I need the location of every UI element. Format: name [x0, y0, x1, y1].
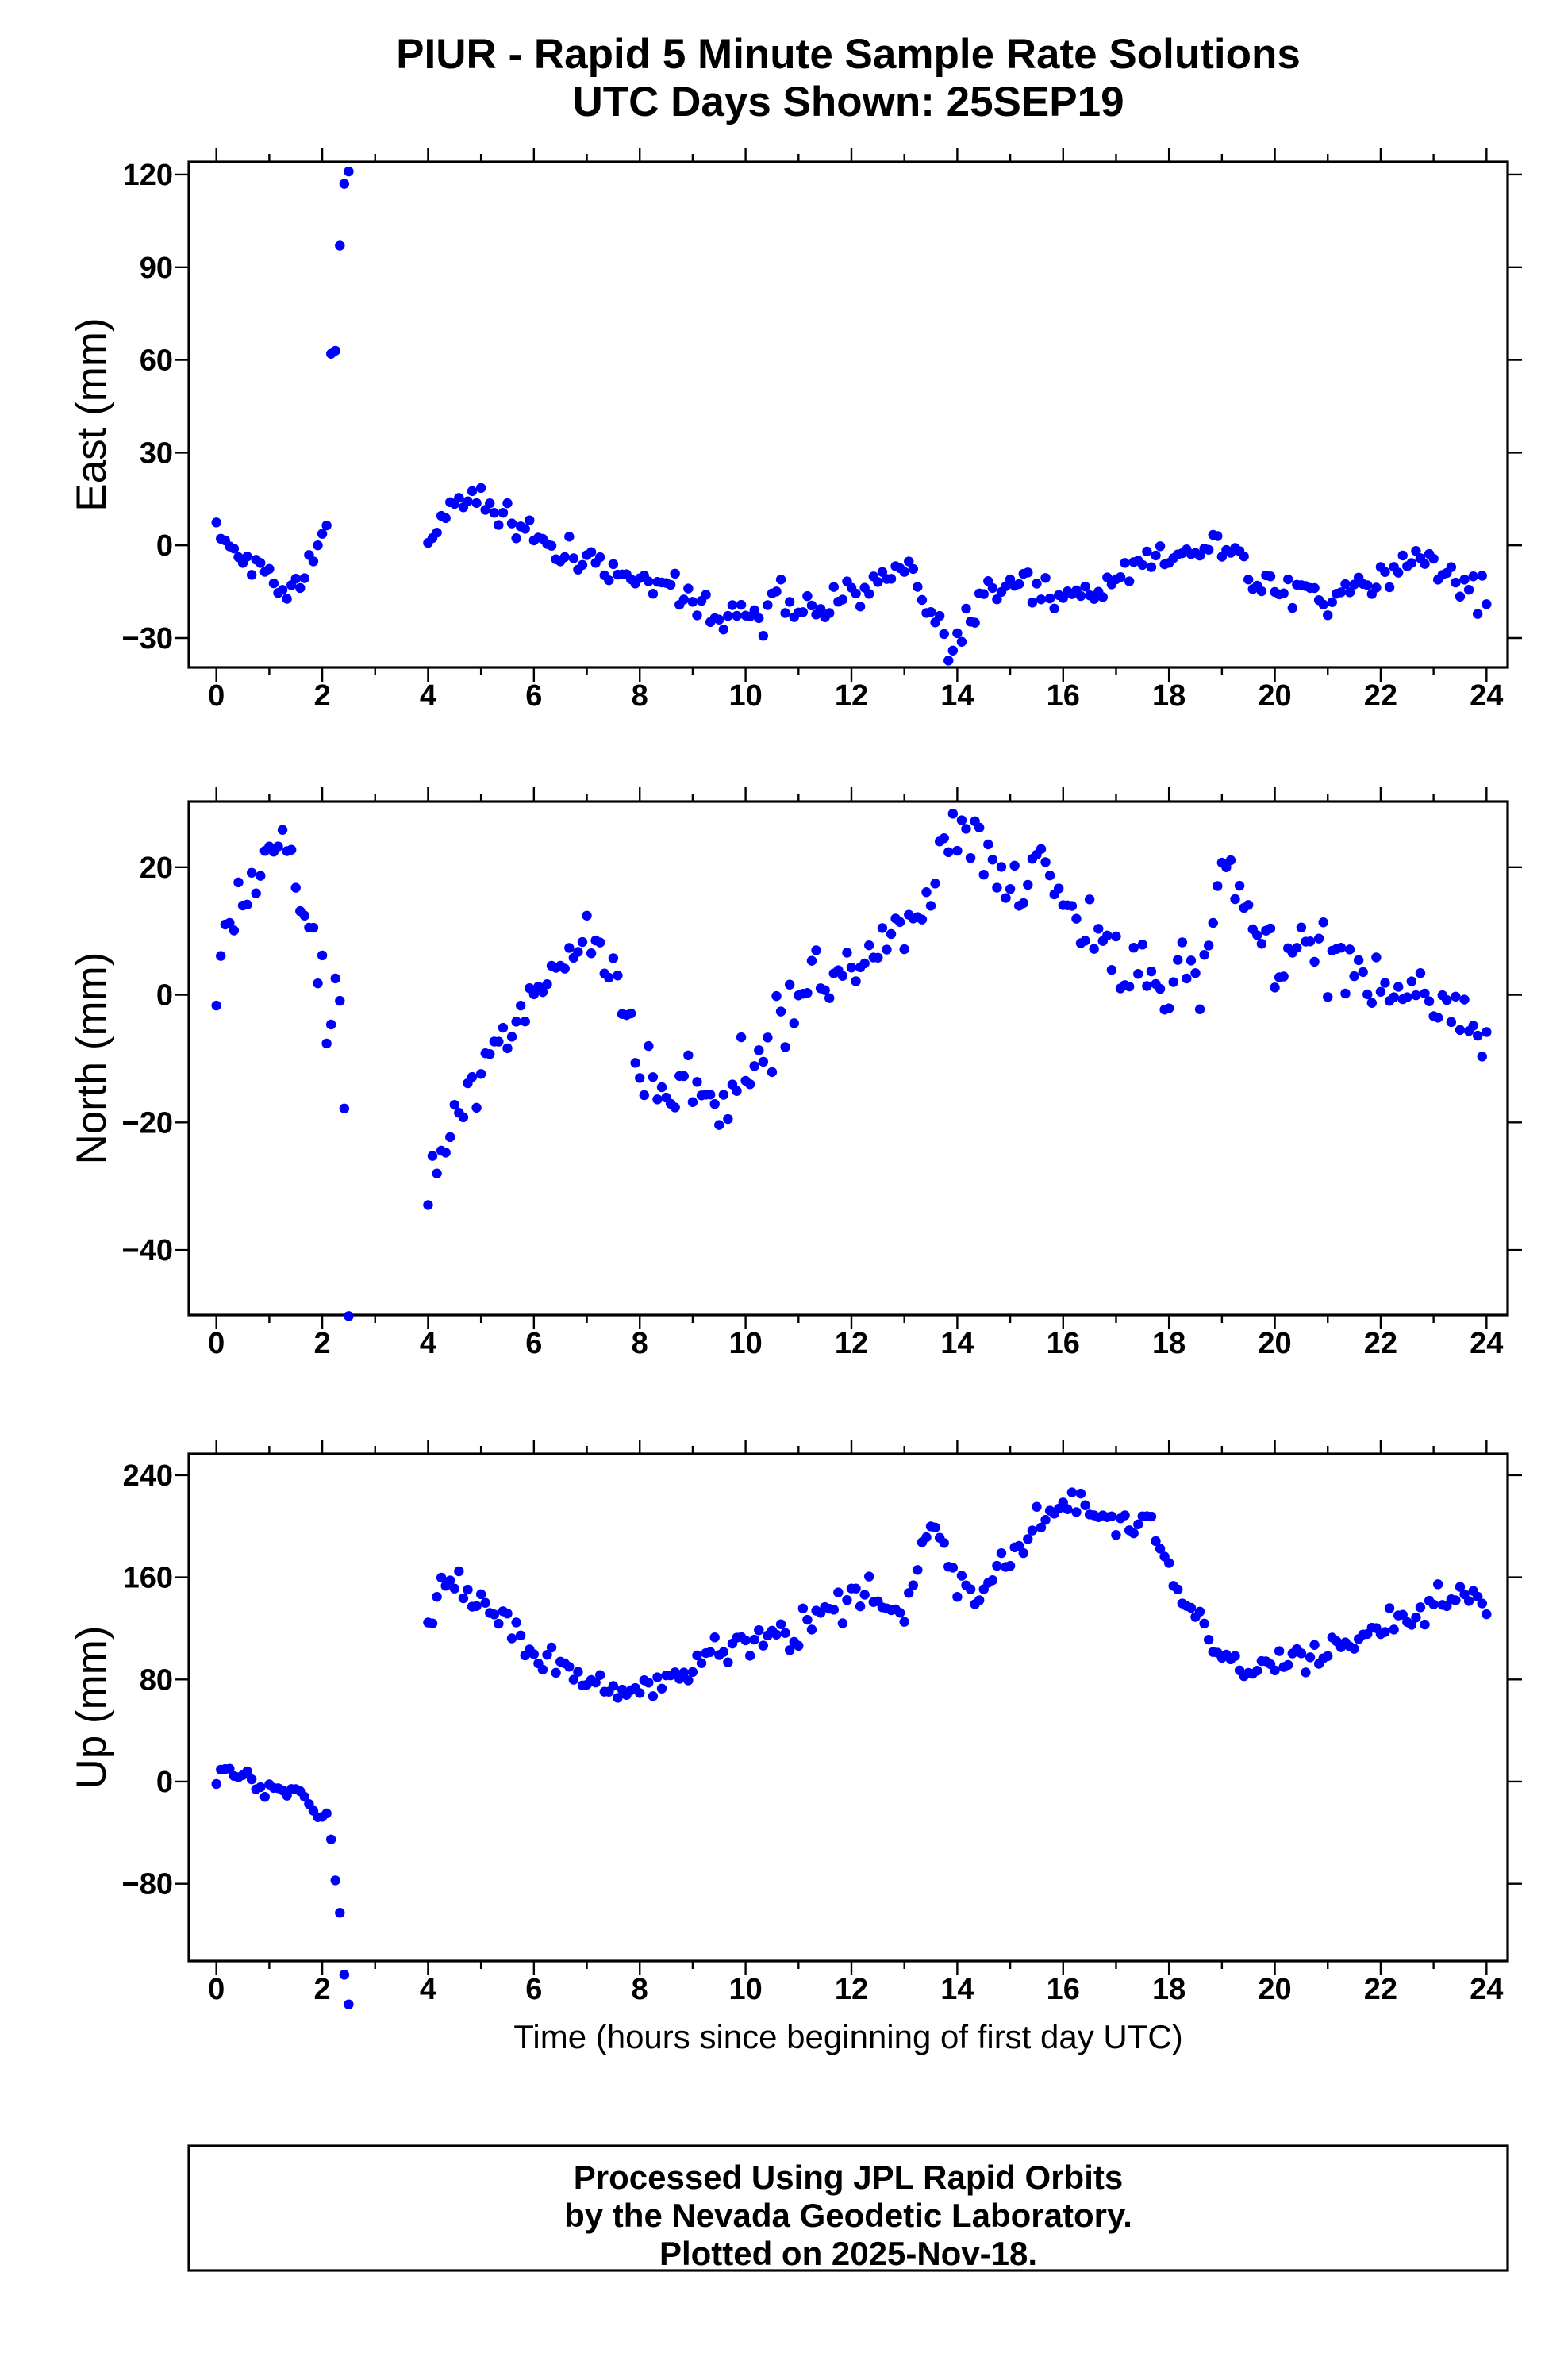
svg-text:18: 18: [1152, 679, 1186, 713]
svg-text:8: 8: [632, 1973, 648, 2006]
svg-text:20: 20: [1258, 1327, 1291, 1360]
svg-text:8: 8: [632, 1327, 648, 1360]
svg-text:8: 8: [632, 679, 648, 713]
svg-text:30: 30: [140, 436, 173, 470]
svg-text:0: 0: [208, 1973, 225, 2006]
svg-text:20: 20: [1258, 679, 1291, 713]
svg-text:14: 14: [940, 1327, 974, 1360]
svg-text:6: 6: [525, 1327, 542, 1360]
svg-text:160: 160: [123, 1562, 173, 1595]
svg-text:18: 18: [1152, 1327, 1186, 1360]
svg-text:20: 20: [140, 852, 173, 885]
svg-text:24: 24: [1470, 1327, 1503, 1360]
svg-text:12: 12: [835, 679, 868, 713]
svg-text:14: 14: [940, 1973, 974, 2006]
svg-text:24: 24: [1470, 1973, 1503, 2006]
svg-text:60: 60: [140, 344, 173, 378]
svg-text:22: 22: [1364, 1973, 1397, 2006]
svg-text:16: 16: [1047, 1973, 1080, 2006]
svg-text:Processed Using JPL Rapid Orbi: Processed Using JPL Rapid Orbits: [574, 2159, 1123, 2196]
svg-text:18: 18: [1152, 1973, 1186, 2006]
svg-text:24: 24: [1470, 679, 1503, 713]
svg-text:PIUR - Rapid 5 Minute Sample R: PIUR - Rapid 5 Minute Sample Rate Soluti…: [396, 31, 1301, 78]
svg-text:6: 6: [525, 679, 542, 713]
svg-text:−80: −80: [122, 1868, 173, 1901]
svg-text:14: 14: [940, 679, 974, 713]
svg-text:Time (hours since beginning of: Time (hours since beginning of first day…: [513, 2018, 1182, 2055]
svg-text:12: 12: [835, 1973, 868, 2006]
svg-text:Plotted on 2025-Nov-18.: Plotted on 2025-Nov-18.: [659, 2235, 1037, 2272]
svg-text:4: 4: [420, 1973, 436, 2006]
svg-text:0: 0: [156, 529, 173, 563]
svg-text:16: 16: [1047, 679, 1080, 713]
svg-text:2: 2: [313, 1327, 330, 1360]
svg-text:−20: −20: [122, 1106, 173, 1140]
svg-text:10: 10: [728, 1973, 762, 2006]
svg-text:10: 10: [728, 1327, 762, 1360]
svg-text:4: 4: [420, 1327, 436, 1360]
svg-text:22: 22: [1364, 679, 1397, 713]
svg-text:240: 240: [123, 1459, 173, 1493]
svg-text:0: 0: [208, 1327, 225, 1360]
svg-text:16: 16: [1047, 1327, 1080, 1360]
svg-text:UTC Days Shown: 25SEP19: UTC Days Shown: 25SEP19: [572, 79, 1124, 125]
svg-text:4: 4: [420, 679, 436, 713]
svg-text:Up (mm): Up (mm): [68, 1625, 115, 1789]
svg-text:90: 90: [140, 252, 173, 285]
svg-text:−30: −30: [122, 622, 173, 656]
svg-text:0: 0: [156, 979, 173, 1013]
svg-text:20: 20: [1258, 1973, 1291, 2006]
svg-text:by the Nevada Geodetic Laborat: by the Nevada Geodetic Laboratory.: [564, 2197, 1132, 2234]
svg-text:2: 2: [313, 679, 330, 713]
svg-text:−40: −40: [122, 1234, 173, 1267]
svg-text:0: 0: [156, 1766, 173, 1799]
svg-text:80: 80: [140, 1663, 173, 1697]
svg-text:6: 6: [525, 1973, 542, 2006]
svg-text:22: 22: [1364, 1327, 1397, 1360]
svg-text:2: 2: [313, 1973, 330, 2006]
svg-text:10: 10: [728, 679, 762, 713]
svg-text:120: 120: [123, 159, 173, 192]
svg-text:East (mm): East (mm): [68, 317, 115, 511]
svg-text:0: 0: [208, 679, 225, 713]
svg-text:North (mm): North (mm): [68, 952, 115, 1165]
svg-text:12: 12: [835, 1327, 868, 1360]
